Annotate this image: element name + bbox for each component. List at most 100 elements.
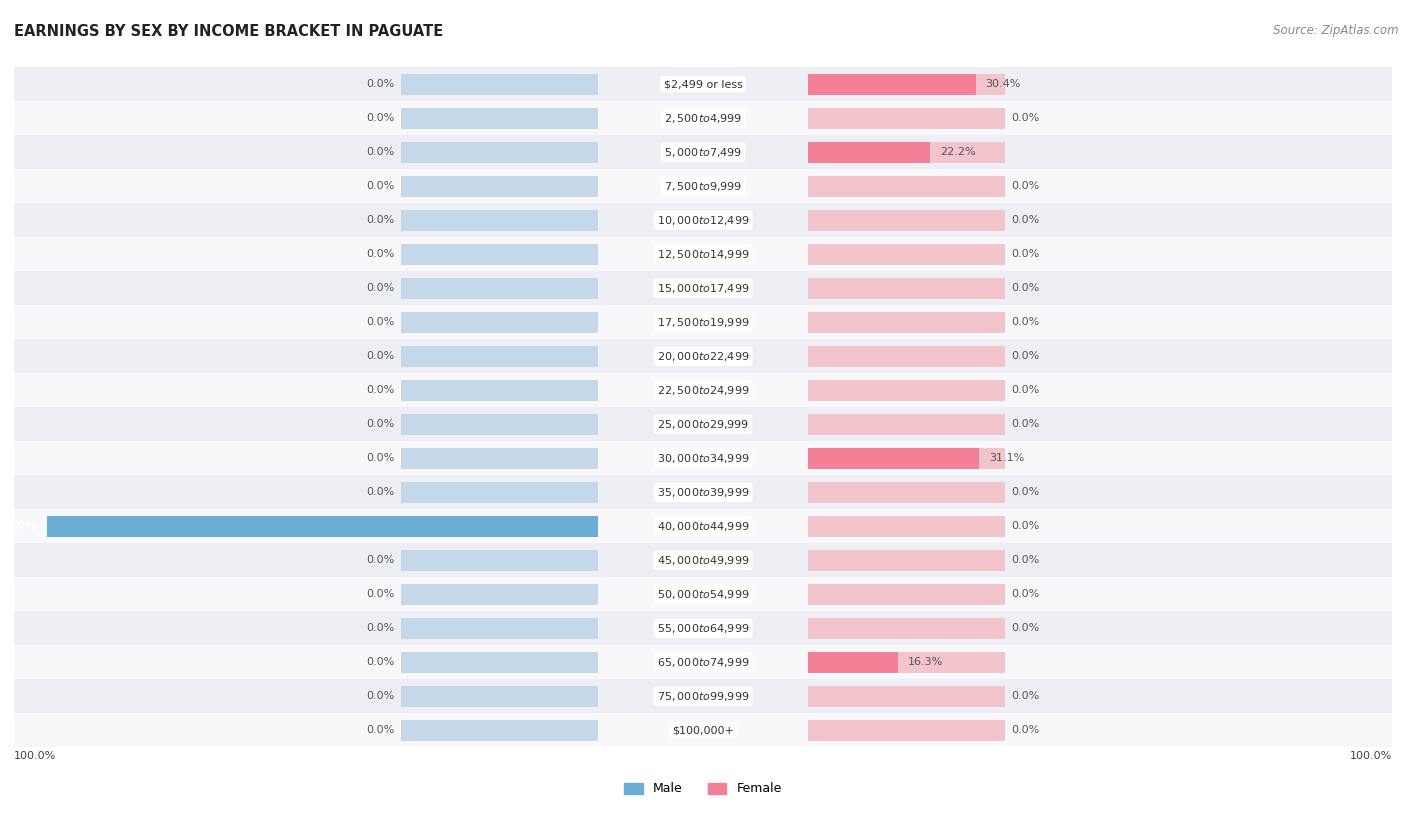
Text: 22.2%: 22.2% bbox=[941, 147, 976, 157]
Bar bbox=[808, 73, 976, 94]
Text: 100.0%: 100.0% bbox=[0, 521, 37, 531]
Bar bbox=[401, 107, 598, 128]
Bar bbox=[14, 646, 1392, 679]
Text: $12,500 to $14,999: $12,500 to $14,999 bbox=[657, 248, 749, 261]
Bar bbox=[401, 414, 598, 435]
Text: 0.0%: 0.0% bbox=[1011, 420, 1039, 429]
Text: 0.0%: 0.0% bbox=[367, 555, 395, 565]
Text: $20,000 to $22,499: $20,000 to $22,499 bbox=[657, 350, 749, 363]
Bar bbox=[401, 277, 598, 298]
Text: $2,499 or less: $2,499 or less bbox=[664, 79, 742, 89]
Text: 0.0%: 0.0% bbox=[1011, 283, 1039, 293]
Text: $10,000 to $12,499: $10,000 to $12,499 bbox=[657, 214, 749, 227]
Text: $17,500 to $19,999: $17,500 to $19,999 bbox=[657, 315, 749, 328]
Bar bbox=[14, 305, 1392, 339]
Bar bbox=[808, 550, 1005, 571]
Text: 0.0%: 0.0% bbox=[1011, 555, 1039, 565]
Bar bbox=[808, 277, 1005, 298]
Bar bbox=[14, 339, 1392, 373]
Bar bbox=[401, 720, 598, 741]
Text: 0.0%: 0.0% bbox=[1011, 113, 1039, 123]
Text: $55,000 to $64,999: $55,000 to $64,999 bbox=[657, 622, 749, 635]
Bar bbox=[14, 237, 1392, 272]
Text: 0.0%: 0.0% bbox=[367, 487, 395, 498]
Text: 0.0%: 0.0% bbox=[367, 453, 395, 463]
Text: $5,000 to $7,499: $5,000 to $7,499 bbox=[664, 146, 742, 159]
Bar bbox=[401, 311, 598, 333]
Bar bbox=[401, 550, 598, 571]
Text: EARNINGS BY SEX BY INCOME BRACKET IN PAGUATE: EARNINGS BY SEX BY INCOME BRACKET IN PAG… bbox=[14, 24, 443, 39]
Text: 0.0%: 0.0% bbox=[1011, 317, 1039, 327]
Bar bbox=[14, 543, 1392, 577]
Text: $65,000 to $74,999: $65,000 to $74,999 bbox=[657, 656, 749, 669]
Bar bbox=[808, 141, 931, 163]
Text: 0.0%: 0.0% bbox=[367, 589, 395, 599]
Bar bbox=[808, 515, 1005, 537]
Text: $25,000 to $29,999: $25,000 to $29,999 bbox=[657, 418, 749, 431]
Bar bbox=[808, 720, 1005, 741]
Text: $50,000 to $54,999: $50,000 to $54,999 bbox=[657, 588, 749, 601]
Text: 0.0%: 0.0% bbox=[1011, 351, 1039, 361]
Bar bbox=[808, 311, 1005, 333]
Bar bbox=[808, 414, 1005, 435]
Bar bbox=[401, 584, 598, 605]
Legend: Male, Female: Male, Female bbox=[619, 777, 787, 801]
Text: 0.0%: 0.0% bbox=[367, 420, 395, 429]
Text: 0.0%: 0.0% bbox=[367, 725, 395, 735]
Bar bbox=[401, 244, 598, 265]
Bar bbox=[14, 101, 1392, 135]
Text: 0.0%: 0.0% bbox=[367, 79, 395, 89]
Text: 0.0%: 0.0% bbox=[367, 624, 395, 633]
Bar bbox=[808, 244, 1005, 265]
Text: 0.0%: 0.0% bbox=[367, 317, 395, 327]
Bar bbox=[14, 679, 1392, 713]
Text: 0.0%: 0.0% bbox=[1011, 725, 1039, 735]
Text: $15,000 to $17,499: $15,000 to $17,499 bbox=[657, 281, 749, 294]
Text: 30.4%: 30.4% bbox=[986, 79, 1021, 89]
Bar bbox=[808, 618, 1005, 639]
Bar bbox=[46, 515, 598, 537]
Bar bbox=[808, 380, 1005, 401]
Text: 0.0%: 0.0% bbox=[367, 249, 395, 259]
Bar bbox=[14, 713, 1392, 747]
Text: 0.0%: 0.0% bbox=[367, 657, 395, 667]
Text: 100.0%: 100.0% bbox=[14, 750, 56, 761]
Bar bbox=[14, 373, 1392, 407]
Bar bbox=[14, 67, 1392, 101]
Text: 31.1%: 31.1% bbox=[990, 453, 1025, 463]
Text: 0.0%: 0.0% bbox=[1011, 487, 1039, 498]
Text: 0.0%: 0.0% bbox=[1011, 181, 1039, 191]
Text: 0.0%: 0.0% bbox=[367, 351, 395, 361]
Bar bbox=[808, 652, 898, 672]
Bar bbox=[401, 515, 598, 537]
Text: 0.0%: 0.0% bbox=[367, 691, 395, 701]
Bar bbox=[14, 509, 1392, 543]
Bar bbox=[808, 481, 1005, 502]
Bar bbox=[14, 577, 1392, 611]
Bar bbox=[401, 618, 598, 639]
Bar bbox=[808, 584, 1005, 605]
Text: $22,500 to $24,999: $22,500 to $24,999 bbox=[657, 384, 749, 397]
Bar bbox=[401, 176, 598, 197]
Bar bbox=[808, 73, 1005, 94]
Bar bbox=[808, 141, 1005, 163]
Bar bbox=[14, 441, 1392, 475]
Text: $7,500 to $9,999: $7,500 to $9,999 bbox=[664, 180, 742, 193]
Bar bbox=[14, 272, 1392, 305]
Text: 0.0%: 0.0% bbox=[1011, 691, 1039, 701]
Bar bbox=[808, 448, 1005, 469]
Bar bbox=[808, 176, 1005, 197]
Bar bbox=[808, 448, 980, 469]
Bar bbox=[401, 652, 598, 672]
Text: 0.0%: 0.0% bbox=[1011, 624, 1039, 633]
Bar bbox=[401, 210, 598, 231]
Bar bbox=[808, 210, 1005, 231]
Bar bbox=[808, 652, 1005, 672]
Text: $40,000 to $44,999: $40,000 to $44,999 bbox=[657, 520, 749, 533]
Bar bbox=[401, 481, 598, 502]
Text: 0.0%: 0.0% bbox=[367, 215, 395, 225]
Text: 0.0%: 0.0% bbox=[1011, 589, 1039, 599]
Text: $100,000+: $100,000+ bbox=[672, 725, 734, 735]
Bar bbox=[808, 107, 1005, 128]
Text: 0.0%: 0.0% bbox=[1011, 385, 1039, 395]
